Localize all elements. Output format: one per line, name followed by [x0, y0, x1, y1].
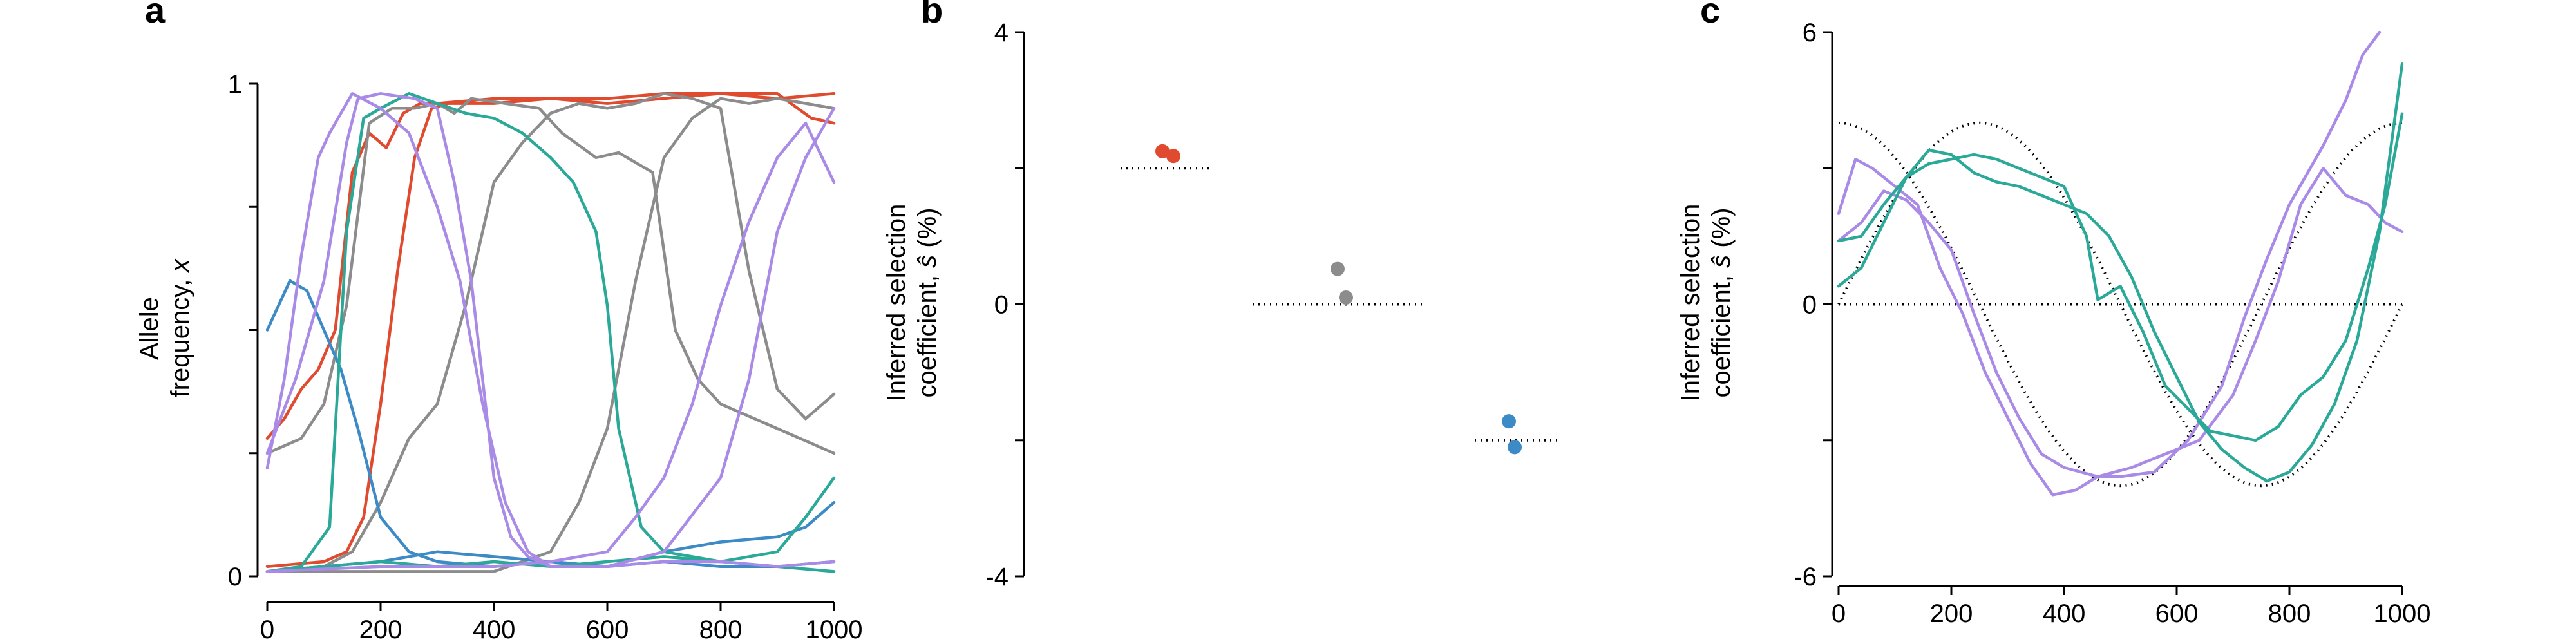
panel-c-true-curve-purple	[1838, 121, 2403, 488]
panel-c-y-tick-label: 6	[1803, 19, 1817, 47]
panel-c-x-tick-label: 200	[1930, 600, 1973, 628]
panel-c-ylabel-var: ŝ	[1707, 255, 1736, 268]
panel-a-trajectory-teal	[265, 476, 836, 573]
panel-a-trajectory-purple	[265, 92, 836, 568]
panel-b-marks	[1121, 144, 1562, 455]
panel-c-inferred-teal	[1837, 112, 2404, 442]
panel-a-trajectory-teal	[265, 92, 836, 573]
panel-c-x-tick-label: 600	[2155, 600, 2199, 628]
panel-a-trajectory-purple	[265, 92, 836, 568]
panel-b: b Inferred selection coefficient, ŝ (%) …	[882, 0, 1562, 591]
panel-c-y-tick-label: 0	[1803, 291, 1817, 319]
panel-c-inferred-purple	[1837, 30, 2382, 497]
panel-a-x-tick-label: 800	[699, 616, 743, 644]
panel-a: a Allele frequency, x 0 1 0 200 400 600 800 100…	[135, 0, 862, 644]
panel-c-ylabel-unit: (%)	[1707, 208, 1736, 255]
panel-c-series	[1837, 30, 2404, 497]
panel-c-ylabel-line2: coefficient, ŝ (%)	[1707, 208, 1736, 398]
panel-c: c Inferred selection coefficient, ŝ (%) …	[1676, 0, 2430, 628]
panel-a-trajectory-red	[265, 92, 836, 568]
panel-c-ylabel-text: coefficient,	[1707, 268, 1736, 398]
panel-b-ylabel: Inferred selection coefficient, ŝ (%)	[882, 204, 942, 402]
panel-a-ylabel-line1: Allele	[135, 297, 164, 360]
panel-a-ylabel-text: frequency,	[166, 272, 194, 398]
panel-a-trajectory-purple	[265, 121, 836, 573]
panel-a-ylabel: Allele frequency, x	[135, 258, 194, 398]
panel-b-point-gray	[1339, 290, 1353, 305]
panel-c-inferred-teal	[1837, 62, 2404, 483]
panel-b-axes: -4 0 4	[985, 19, 1025, 591]
panel-a-y-tick-label: 0	[228, 563, 242, 591]
panel-b-label: b	[921, 0, 943, 30]
panel-a-ylabel-var: x	[166, 258, 194, 274]
panel-c-y-tick-label: -6	[1794, 563, 1817, 591]
panel-a-ylabel-line2: frequency, x	[166, 258, 194, 398]
panel-c-x-tick-label: 400	[2043, 600, 2086, 628]
panel-b-point-blue	[1502, 414, 1516, 429]
panel-b-point-blue	[1508, 440, 1522, 455]
panel-b-ylabel-var: ŝ	[913, 255, 942, 268]
panel-c-label: c	[1700, 0, 1720, 30]
panel-c-x-tick-label: 1000	[2374, 600, 2431, 628]
panel-c-ylabel: Inferred selection coefficient, ŝ (%)	[1676, 204, 1736, 402]
panel-b-ylabel-text: coefficient,	[913, 268, 942, 398]
panel-a-label: a	[145, 0, 166, 30]
panel-a-trajectory-gray	[265, 97, 836, 573]
panel-b-y-tick-label: 4	[994, 19, 1009, 47]
panel-a-trajectory-gray	[265, 92, 836, 573]
panel-b-point-gray	[1331, 261, 1345, 276]
panel-a-trajectory-gray	[265, 97, 836, 455]
panel-a-x-tick-label: 200	[359, 616, 402, 644]
panel-a-x-tick-label: 1000	[806, 616, 863, 644]
panel-c-axes: -6 0 6 0 200 400 600 800 1000	[1794, 19, 2430, 628]
panel-b-ylabel-line1: Inferred selection	[882, 204, 911, 402]
panel-b-point-red	[1166, 149, 1180, 164]
panel-c-true-curve-teal	[1837, 121, 2403, 488]
panel-c-inferred-purple	[1837, 167, 2404, 478]
panel-a-x-tick-label: 400	[473, 616, 516, 644]
panel-a-axes: 0 1 0 200 400 600 800 1000	[228, 70, 863, 644]
panel-c-ylabel-line1: Inferred selection	[1676, 204, 1705, 402]
panel-b-point-red	[1155, 144, 1170, 158]
panel-b-ylabel-unit: (%)	[913, 208, 942, 255]
panel-a-trajectory-blue	[265, 279, 836, 568]
panel-a-series	[265, 92, 836, 573]
panel-c-x-tick-label: 800	[2268, 600, 2311, 628]
panel-b-y-tick-label: -4	[985, 563, 1009, 591]
panel-a-x-tick-label: 600	[586, 616, 629, 644]
panel-b-ylabel-line2: coefficient, ŝ (%)	[913, 208, 942, 398]
panel-b-y-tick-label: 0	[994, 291, 1009, 319]
panel-c-x-tick-label: 0	[1832, 600, 1846, 628]
panel-a-x-tick-label: 0	[260, 616, 274, 644]
panel-a-y-tick-label: 1	[228, 70, 242, 99]
